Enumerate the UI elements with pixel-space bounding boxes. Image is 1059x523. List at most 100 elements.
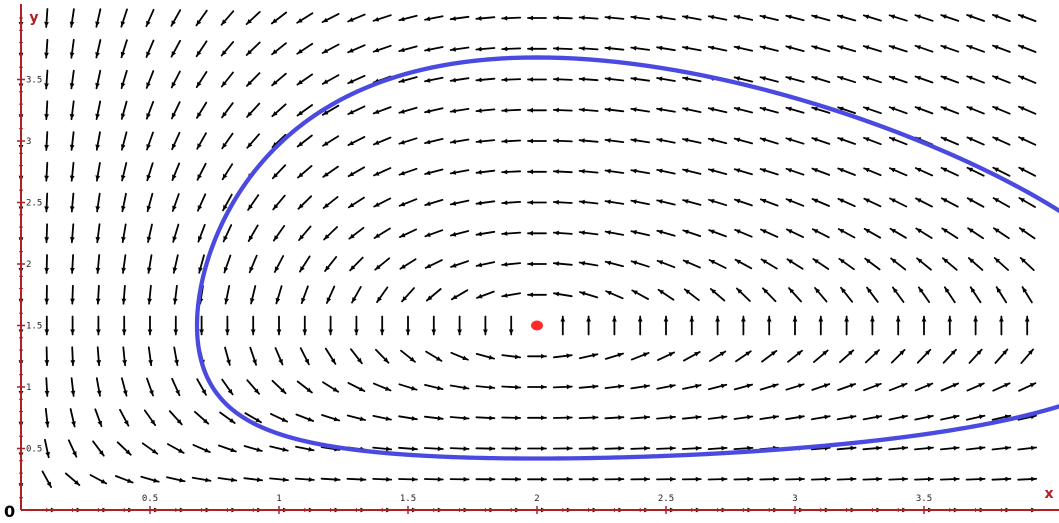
field-arrow	[785, 476, 805, 482]
field-arrow	[552, 446, 573, 451]
field-arrow	[837, 383, 856, 391]
field-arrow	[866, 286, 879, 303]
field-arrow	[761, 349, 778, 363]
field-arrow	[276, 315, 282, 336]
field-arrow	[297, 164, 313, 179]
field-arrow	[222, 224, 233, 243]
field-arrow	[243, 445, 263, 452]
field-arrow	[994, 348, 1009, 364]
field-arrow	[553, 291, 573, 298]
field-arrow	[475, 200, 496, 206]
field-arrow	[450, 289, 469, 301]
field-arrow	[501, 138, 522, 144]
field-arrow	[271, 42, 287, 56]
field-arrow	[449, 446, 470, 452]
field-arrow	[424, 76, 444, 83]
field-arrow	[992, 105, 1011, 115]
field-arrow	[296, 73, 314, 86]
field-arrow	[95, 377, 102, 397]
field-arrow	[527, 107, 547, 113]
field-arrow	[44, 192, 49, 213]
field-arrow	[993, 257, 1009, 271]
field-arrow	[44, 69, 49, 90]
field-arrow	[862, 476, 883, 482]
field-arrow	[682, 137, 702, 144]
field-arrow	[64, 472, 81, 487]
field-arrow	[604, 168, 625, 174]
field-arrow	[812, 258, 830, 270]
field-arrow	[708, 198, 728, 207]
field-arrow	[940, 136, 959, 146]
field-arrow	[249, 346, 258, 366]
field-arrow	[249, 285, 257, 305]
field-arrow	[95, 100, 102, 120]
field-arrow	[682, 383, 702, 390]
field-arrow	[637, 315, 643, 336]
field-arrow	[682, 229, 702, 238]
field-arrow	[321, 74, 340, 85]
field-arrow	[44, 131, 49, 151]
field-arrow	[299, 347, 310, 366]
field-arrow	[400, 349, 416, 363]
field-arrow	[888, 45, 908, 53]
field-arrow	[247, 194, 260, 211]
field-arrow	[246, 379, 261, 395]
field-arrow	[166, 476, 186, 483]
field-arrow	[681, 445, 702, 451]
field-arrow	[95, 223, 101, 244]
field-arrow	[604, 230, 625, 236]
field-arrow	[892, 286, 905, 303]
field-arrow	[271, 379, 287, 395]
field-arrow	[811, 137, 831, 145]
field-arrow	[69, 408, 76, 428]
field-arrow	[450, 260, 470, 268]
field-arrow	[120, 100, 128, 120]
field-arrow	[914, 14, 934, 22]
field-arrow	[733, 445, 754, 451]
field-arrow	[146, 131, 154, 151]
field-arrow	[733, 476, 754, 482]
field-arrow	[351, 285, 362, 304]
field-arrow	[527, 77, 547, 82]
field-arrow	[69, 161, 75, 182]
field-arrow	[501, 384, 522, 390]
field-arrow	[44, 284, 50, 305]
x-tick-label: 2.5	[658, 494, 674, 504]
field-arrow	[578, 76, 599, 82]
field-arrow	[604, 138, 625, 144]
field-arrow	[275, 285, 283, 305]
field-arrow	[916, 257, 932, 271]
field-arrow	[656, 76, 676, 82]
field-arrow	[552, 46, 573, 51]
field-arrow	[966, 382, 985, 392]
field-arrow	[578, 199, 599, 205]
field-arrow	[992, 44, 1011, 53]
field-arrow	[171, 162, 181, 182]
field-arrow	[398, 76, 418, 83]
field-arrow	[320, 477, 341, 482]
field-arrow	[759, 106, 779, 114]
field-arrow	[501, 292, 521, 298]
field-arrow	[348, 226, 365, 240]
field-arrow	[69, 8, 75, 28]
field-arrow	[813, 349, 829, 364]
field-arrow	[759, 476, 780, 482]
field-arrow	[449, 77, 470, 83]
field-arrow	[398, 198, 418, 207]
field-arrow	[578, 15, 599, 21]
field-arrow	[143, 409, 157, 427]
field-arrow	[870, 315, 875, 336]
field-arrow	[121, 315, 127, 336]
field-arrow	[121, 192, 127, 213]
field-arrow	[296, 104, 314, 117]
field-arrow	[220, 71, 234, 88]
field-arrow	[888, 445, 909, 451]
field-arrow	[449, 384, 470, 390]
field-arrow	[424, 198, 444, 207]
field-arrow	[966, 166, 985, 177]
field-arrow	[844, 315, 849, 336]
field-arrow	[322, 195, 339, 210]
field-arrow	[191, 476, 212, 483]
field-arrow	[67, 439, 78, 458]
